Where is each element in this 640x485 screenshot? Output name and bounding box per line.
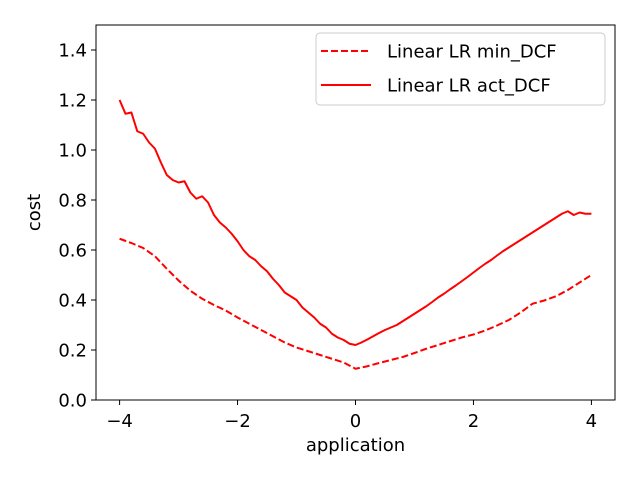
x-tick-label: 0 bbox=[350, 411, 361, 432]
y-tick-label: 0.8 bbox=[58, 191, 87, 212]
y-tick-label: 0.0 bbox=[58, 391, 87, 412]
x-tick-label: −4 bbox=[106, 411, 133, 432]
x-axis-label: application bbox=[306, 435, 405, 456]
series-line-2 bbox=[118, 99, 592, 346]
x-tick-label: 4 bbox=[586, 411, 597, 432]
legend-label-1: Linear LR min_DCF bbox=[387, 42, 557, 63]
legend-box bbox=[315, 32, 606, 106]
y-tick-label: 1.2 bbox=[58, 91, 87, 112]
y-tick-label: 0.2 bbox=[58, 341, 87, 362]
legend: Linear LR min_DCF Linear LR act_DCF bbox=[315, 32, 606, 106]
y-axis-label: cost bbox=[24, 194, 45, 231]
series-line-1 bbox=[119, 237, 592, 370]
legend-label-2: Linear LR act_DCF bbox=[387, 76, 551, 97]
plot-lines bbox=[118, 99, 592, 370]
x-tick-label: 2 bbox=[468, 411, 479, 432]
y-axis-ticks: 0.0 0.2 0.4 0.6 0.8 1.0 1.2 1.4 bbox=[58, 41, 96, 412]
y-tick-label: 1.0 bbox=[58, 141, 87, 162]
y-tick-label: 0.6 bbox=[58, 241, 87, 262]
y-tick-label: 0.4 bbox=[58, 291, 87, 312]
x-tick-label: −2 bbox=[224, 411, 251, 432]
y-tick-label: 1.4 bbox=[58, 41, 87, 62]
x-axis-ticks: −4 −2 0 2 4 bbox=[106, 400, 597, 432]
